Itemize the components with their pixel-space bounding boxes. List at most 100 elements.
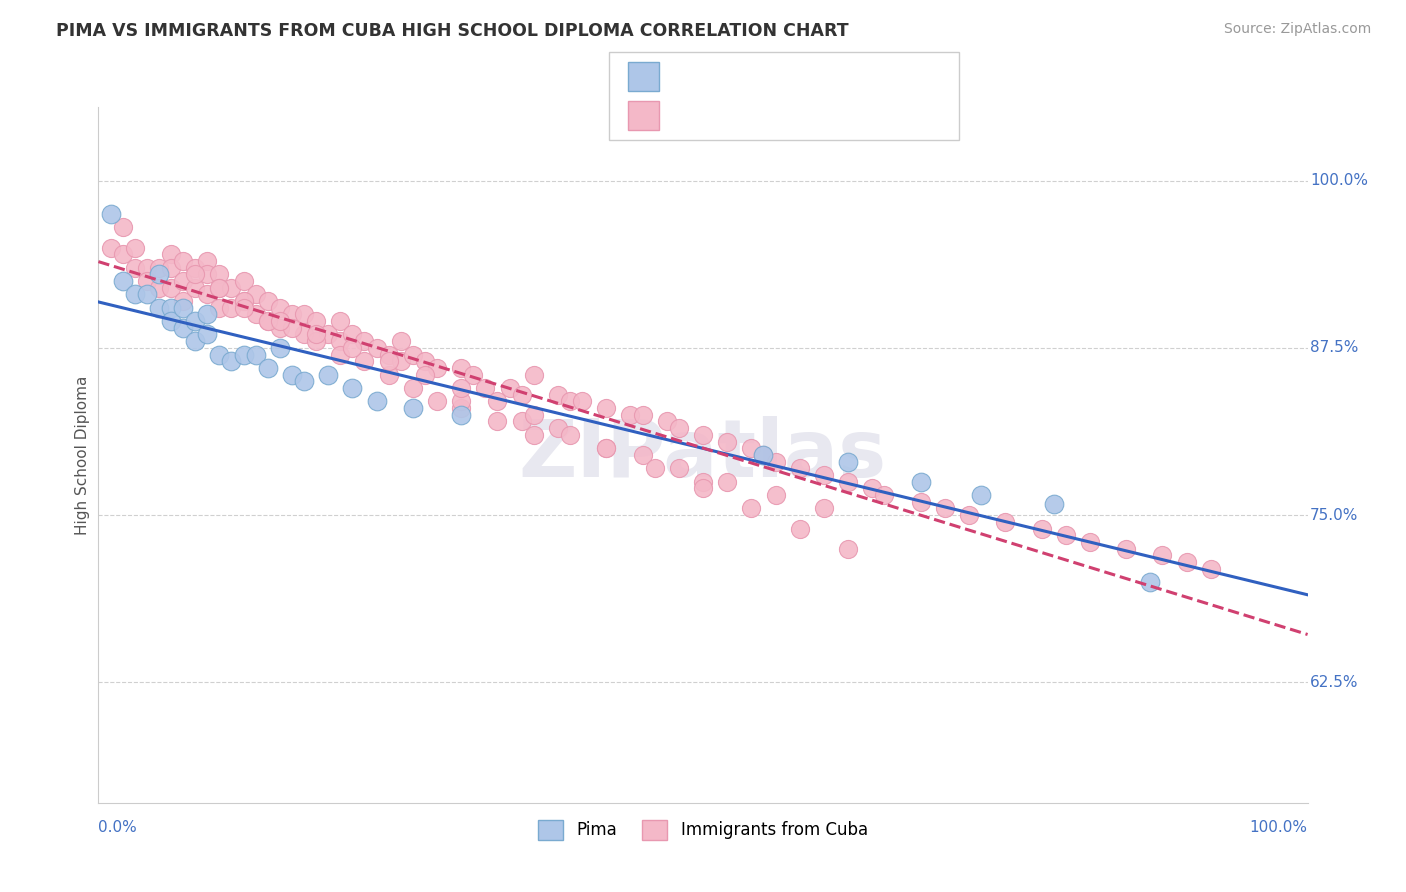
Point — [292, 374, 315, 388]
Point — [305, 334, 328, 348]
Point — [813, 501, 835, 516]
Point — [208, 301, 231, 315]
Point — [256, 314, 278, 328]
Point — [195, 327, 218, 342]
Point — [148, 267, 170, 281]
Point — [1031, 521, 1053, 535]
Point — [413, 354, 436, 368]
Point — [450, 408, 472, 422]
Point — [716, 475, 738, 489]
Point — [208, 347, 231, 361]
Point — [644, 461, 666, 475]
Text: 33: 33 — [831, 68, 856, 86]
Point — [873, 488, 896, 502]
Point — [232, 301, 254, 315]
Point — [547, 421, 569, 435]
Point — [160, 247, 183, 261]
Point — [184, 280, 207, 294]
Point — [148, 260, 170, 275]
Text: N =: N = — [789, 106, 828, 124]
Point — [450, 360, 472, 375]
Point — [195, 267, 218, 281]
Point — [426, 394, 449, 409]
Point — [329, 334, 352, 348]
Point — [111, 220, 134, 235]
Point — [135, 274, 157, 288]
Point — [571, 394, 593, 409]
Point — [292, 307, 315, 321]
Point — [595, 441, 617, 455]
Text: PIMA VS IMMIGRANTS FROM CUBA HIGH SCHOOL DIPLOMA CORRELATION CHART: PIMA VS IMMIGRANTS FROM CUBA HIGH SCHOOL… — [56, 22, 849, 40]
Point — [353, 334, 375, 348]
Point — [377, 347, 399, 361]
Point — [124, 260, 146, 275]
Point — [450, 381, 472, 395]
Text: -0.435: -0.435 — [716, 106, 780, 124]
Text: 100.0%: 100.0% — [1310, 173, 1368, 188]
Point — [692, 475, 714, 489]
Point — [595, 401, 617, 415]
Point — [329, 347, 352, 361]
Point — [860, 481, 883, 495]
Point — [184, 334, 207, 348]
Point — [765, 488, 787, 502]
Point — [124, 287, 146, 301]
Point — [523, 368, 546, 382]
Point — [837, 475, 859, 489]
Point — [413, 368, 436, 382]
Point — [245, 347, 267, 361]
Point — [172, 320, 194, 334]
Point — [195, 307, 218, 321]
Text: 62.5%: 62.5% — [1310, 675, 1358, 690]
Point — [474, 381, 496, 395]
Point — [765, 454, 787, 468]
Point — [970, 488, 993, 502]
Point — [910, 475, 932, 489]
Point — [256, 293, 278, 308]
Point — [184, 314, 207, 328]
Point — [813, 467, 835, 482]
Point — [558, 427, 581, 442]
Point — [281, 320, 304, 334]
Point — [232, 293, 254, 308]
Point — [342, 381, 364, 395]
Point — [366, 341, 388, 355]
Point — [172, 301, 194, 315]
Point — [342, 341, 364, 355]
Point — [1175, 555, 1198, 569]
Point — [510, 414, 533, 428]
Point — [256, 360, 278, 375]
Point — [523, 408, 546, 422]
Point — [547, 387, 569, 401]
Point — [716, 434, 738, 449]
Point — [498, 381, 520, 395]
Point — [655, 414, 678, 428]
Point — [281, 368, 304, 382]
Point — [208, 280, 231, 294]
Point — [292, 327, 315, 342]
Point — [1199, 562, 1222, 576]
Point — [221, 280, 243, 294]
Point — [450, 401, 472, 415]
Point — [486, 394, 509, 409]
Point — [100, 240, 122, 254]
Point — [402, 381, 425, 395]
Point — [172, 253, 194, 268]
Point — [148, 301, 170, 315]
Point — [221, 301, 243, 315]
Point — [934, 501, 956, 516]
Point — [148, 280, 170, 294]
Point — [269, 320, 291, 334]
Legend: Pima, Immigrants from Cuba: Pima, Immigrants from Cuba — [531, 813, 875, 847]
Point — [245, 307, 267, 321]
Text: 75.0%: 75.0% — [1310, 508, 1358, 523]
Point — [232, 293, 254, 308]
Point — [316, 368, 339, 382]
Point — [740, 441, 762, 455]
Text: R =: R = — [673, 106, 713, 124]
Point — [353, 354, 375, 368]
Point — [160, 314, 183, 328]
Point — [1078, 534, 1101, 549]
Point — [668, 421, 690, 435]
Point — [269, 341, 291, 355]
